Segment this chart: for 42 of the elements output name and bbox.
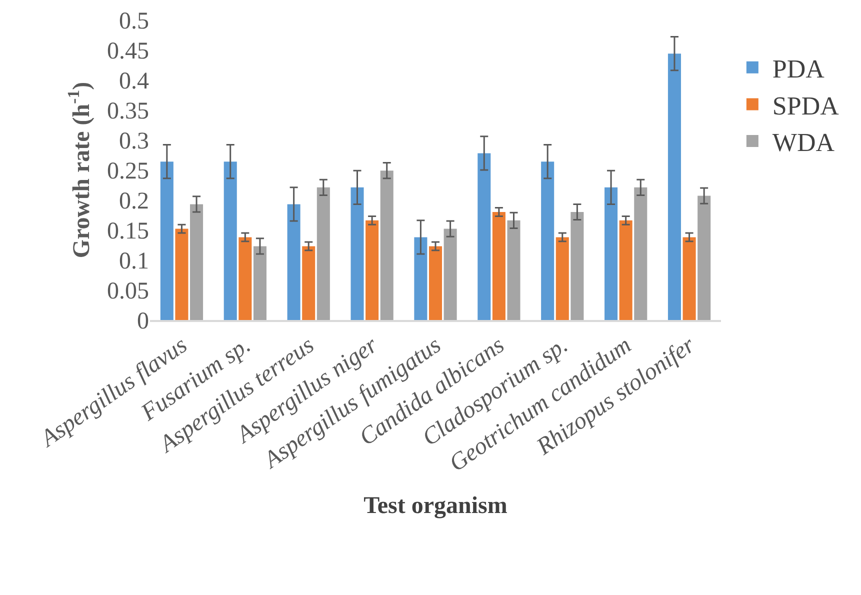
legend-label: SPDA xyxy=(772,91,840,120)
bar xyxy=(428,246,442,320)
bar xyxy=(682,237,696,320)
bar xyxy=(414,237,428,320)
bar xyxy=(224,162,237,320)
bar xyxy=(634,187,648,320)
y-tick-label: 0.1 xyxy=(119,248,149,274)
bar xyxy=(570,212,584,320)
bar xyxy=(556,237,569,320)
bar xyxy=(316,187,330,320)
y-tick-label: 0.15 xyxy=(107,218,149,244)
y-tick-label: 0.3 xyxy=(119,128,149,154)
y-tick-label: 0 xyxy=(137,308,149,334)
y-tick-label: 0.4 xyxy=(119,68,149,94)
bar xyxy=(302,246,316,320)
bar xyxy=(366,220,379,320)
bar xyxy=(604,187,618,320)
bar xyxy=(253,246,266,320)
bar xyxy=(350,187,364,320)
bar xyxy=(619,220,632,320)
bar xyxy=(444,228,457,320)
legend-label: WDA xyxy=(772,128,835,158)
y-tick-label: 0.25 xyxy=(107,158,149,184)
bar xyxy=(238,237,252,320)
bar xyxy=(380,170,394,320)
bar xyxy=(160,162,174,320)
bar xyxy=(507,220,520,320)
bar xyxy=(492,212,506,320)
bar xyxy=(175,228,188,320)
y-tick-label: 0.05 xyxy=(107,278,149,304)
legend-label: PDA xyxy=(772,54,825,84)
y-tick-label: 0.5 xyxy=(119,8,149,34)
bar xyxy=(190,204,204,320)
y-tick-label: 0.45 xyxy=(107,38,149,64)
y-tick-label: 0.2 xyxy=(119,188,149,214)
bar xyxy=(478,153,491,320)
bar xyxy=(668,54,681,320)
bar xyxy=(698,196,711,320)
bar xyxy=(287,204,300,320)
bar xyxy=(541,162,554,320)
y-tick-label: 0.35 xyxy=(107,98,149,124)
x-axis-title: Test organism xyxy=(364,492,508,519)
